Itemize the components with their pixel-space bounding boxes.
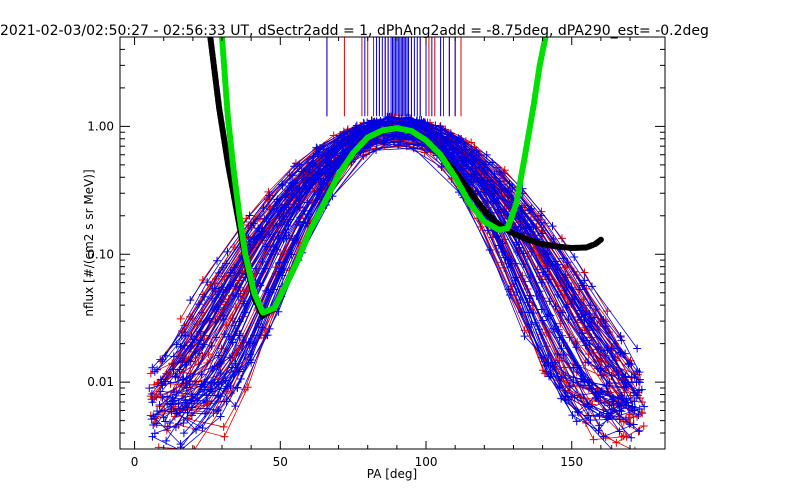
chart-title: 2021-02-03/02:50:27 - 02:56:33 UT, dSect… (0, 23, 709, 39)
data-marker (188, 338, 197, 347)
data-marker (187, 411, 196, 420)
y-tick-label: 0.01 (87, 375, 114, 389)
data-trace (173, 135, 622, 357)
data-marker (182, 374, 191, 383)
data-trace (191, 124, 610, 416)
data-marker (153, 365, 162, 374)
data-trace (157, 124, 620, 420)
y-axis-label: nflux [#/(cm2 s sr MeV)] (82, 169, 96, 316)
data-marker (617, 407, 626, 416)
data-marker (169, 387, 178, 396)
data-trace (151, 140, 626, 395)
x-tick-label: 150 (560, 455, 583, 469)
data-marker (628, 402, 637, 411)
x-tick-label: 50 (273, 455, 288, 469)
data-marker (636, 375, 645, 384)
data-marker (180, 446, 182, 449)
data-marker (625, 420, 634, 429)
data-marker (155, 400, 164, 409)
data-marker (634, 427, 643, 436)
plot-frame (119, 36, 666, 450)
data-trace (162, 117, 629, 365)
data-marker (621, 349, 630, 358)
data-marker (169, 352, 178, 361)
data-trace (165, 122, 614, 442)
data-trace (171, 121, 629, 416)
data-marker (624, 401, 633, 410)
data-marker (630, 372, 639, 381)
data-marker (186, 296, 195, 305)
data-trace (160, 144, 645, 407)
green-fit-curve (219, 37, 549, 317)
data-marker (152, 419, 161, 428)
data-marker (148, 398, 157, 407)
data-marker (149, 412, 158, 421)
plot-area (145, 37, 649, 449)
data-marker (634, 377, 643, 386)
data-marker (193, 445, 195, 449)
y-tick-label: 0.10 (87, 247, 114, 261)
data-marker (624, 360, 633, 369)
data-trace (186, 134, 623, 399)
data-marker (616, 401, 625, 410)
x-axis-label: PA [deg] (367, 467, 417, 481)
data-marker (176, 314, 185, 323)
data-marker (169, 365, 178, 374)
data-marker (618, 394, 627, 403)
data-trace (165, 121, 614, 405)
plot-content (145, 37, 649, 449)
data-marker (607, 445, 616, 449)
data-marker (145, 384, 154, 393)
data-marker (165, 418, 174, 427)
x-tick-label: 0 (131, 455, 139, 469)
data-marker (182, 360, 191, 369)
axes: 0 50 100 150 0.01 0.10 1.00 (87, 36, 665, 469)
data-marker (171, 372, 180, 381)
y-tick-label: 1.00 (87, 119, 114, 133)
data-trace (170, 147, 625, 406)
data-marker (625, 359, 634, 368)
data-marker (158, 393, 167, 402)
x-tick-label: 100 (415, 455, 438, 469)
data-trace (152, 138, 612, 449)
data-marker (147, 390, 156, 399)
data-marker (634, 446, 636, 449)
data-marker (622, 396, 631, 405)
data-marker (638, 398, 647, 407)
data-marker (186, 357, 195, 366)
